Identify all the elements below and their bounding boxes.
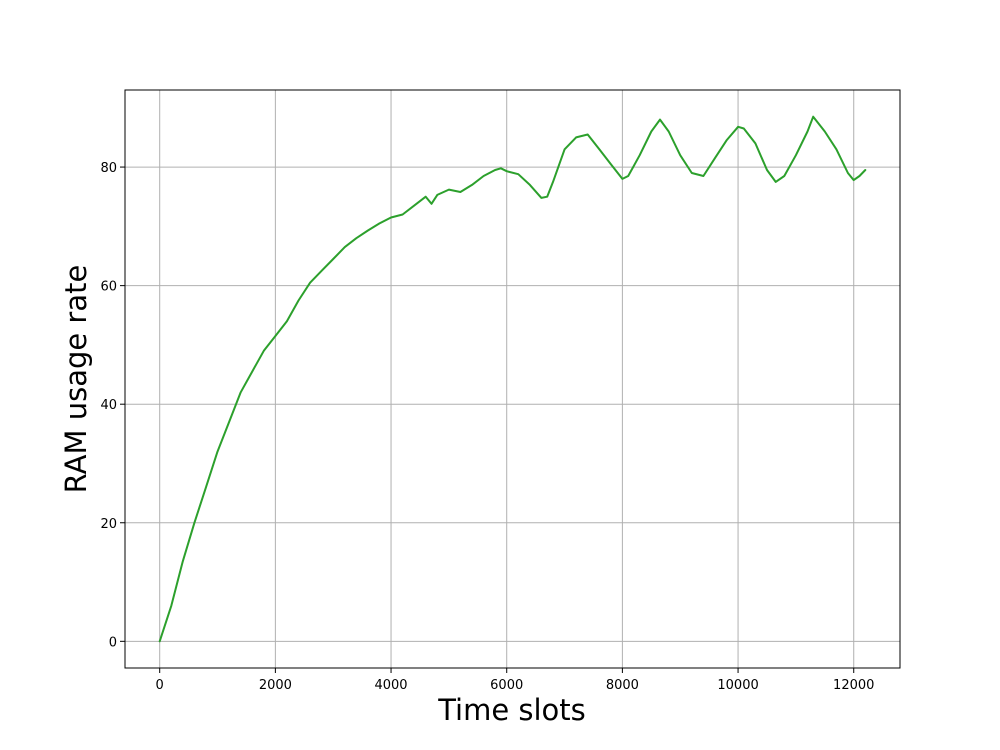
plot-frame [124, 89, 901, 669]
x-tick-label: 6000 [490, 678, 523, 693]
y-tick-label: 0 [109, 635, 117, 650]
series-layer [158, 115, 867, 643]
x-tick-label: 0 [156, 678, 164, 693]
x-tick-label: 4000 [374, 678, 407, 693]
axis-ticks: 0 2000 4000 6000 8000 10000 12000 0 20 40 60 80 [100, 161, 874, 693]
y-tick-label: 40 [100, 398, 117, 413]
x-tick-label: 10000 [717, 678, 758, 693]
y-axis-label: RAM usage rate [59, 265, 93, 494]
grid-lines [125, 90, 900, 668]
plot-area [125, 90, 900, 668]
x-axis-label: Time slots [437, 693, 586, 727]
x-tick-label: 12000 [833, 678, 874, 693]
x-tick-label: 8000 [606, 678, 639, 693]
series-line [158, 115, 867, 643]
x-tick-label: 2000 [259, 678, 292, 693]
y-tick-label: 20 [100, 517, 117, 532]
y-tick-label: 60 [100, 280, 117, 295]
y-tick-label: 80 [100, 161, 117, 176]
